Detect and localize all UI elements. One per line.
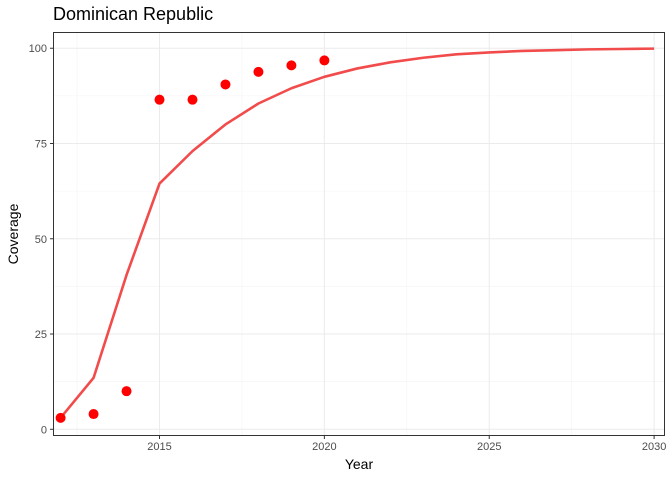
data-point: [187, 94, 198, 105]
coverage-trend-line: [59, 47, 655, 419]
y-axis-title: Coverage: [5, 203, 21, 264]
data-point: [154, 94, 165, 105]
plot-panel-border: [53, 32, 665, 436]
y-tick-label: 75: [35, 139, 47, 151]
axis-layer: 2015 2020 2025 2030 0 25 50 75 100: [29, 43, 667, 453]
grid-layer: [54, 33, 664, 435]
x-tick-label: 2030: [642, 441, 666, 453]
x-tick-label: 2020: [312, 441, 336, 453]
y-tick-label: 0: [41, 424, 47, 436]
data-point: [253, 66, 264, 77]
series-layer: [55, 47, 655, 423]
data-point: [220, 79, 231, 90]
y-tick-label: 25: [35, 329, 47, 341]
x-tick-label: 2025: [477, 441, 501, 453]
data-point: [88, 409, 99, 420]
data-point: [286, 60, 297, 71]
x-axis-title: Year: [345, 456, 374, 472]
x-tick-label: 2015: [147, 441, 171, 453]
y-tick-label: 100: [29, 43, 47, 55]
data-point: [121, 386, 132, 397]
y-tick-label: 50: [35, 234, 47, 246]
data-point: [319, 55, 330, 66]
chart-title: Dominican Republic: [53, 4, 213, 24]
data-point: [55, 412, 66, 423]
